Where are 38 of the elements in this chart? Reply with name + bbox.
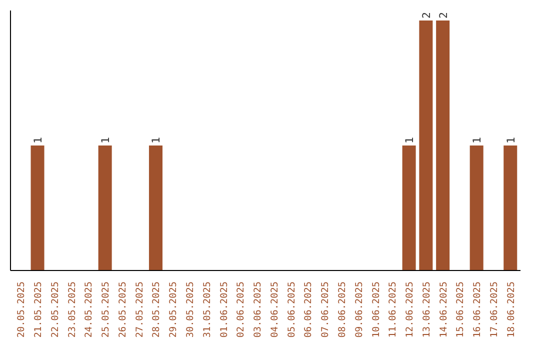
x-tick-label: 28.05.2025 [151, 281, 162, 338]
x-tick-label: 26.05.2025 [117, 281, 128, 338]
x-tick-label: 13.06.2025 [421, 281, 432, 338]
x-tick-label: 08.06.2025 [336, 281, 348, 338]
data-label: 1 [32, 137, 45, 144]
x-tick-label: 20.05.2025 [16, 281, 28, 338]
x-tick-label: 04.06.2025 [269, 281, 280, 338]
data-label: 1 [504, 137, 518, 144]
data-label: 1 [99, 137, 112, 144]
data-label: 1 [403, 137, 416, 144]
x-tick-label: 16.06.2025 [472, 281, 484, 338]
x-tick-label: 14.06.2025 [438, 281, 450, 338]
x-tick-label: 12.06.2025 [404, 281, 416, 338]
data-label: 2 [420, 12, 433, 18]
x-tick-label: 03.06.2025 [252, 281, 264, 338]
x-tick-label: 05.06.2025 [286, 281, 298, 338]
x-tick-label: 09.06.2025 [354, 281, 365, 338]
x-tick-label: 02.06.2025 [236, 281, 247, 338]
x-tick-label: 25.05.2025 [100, 281, 112, 338]
x-tick-label: 01.06.2025 [218, 281, 230, 338]
x-tick-label: 11.06.2025 [388, 281, 399, 338]
x-tick-label: 30.05.2025 [185, 281, 196, 338]
x-tick-label: 18.06.2025 [506, 281, 517, 338]
x-tick-label: 21.05.2025 [33, 281, 44, 338]
x-tick-label: 24.05.2025 [84, 281, 95, 338]
x-tick-label: 06.06.2025 [303, 281, 314, 338]
x-tick-label: 31.05.2025 [202, 281, 213, 338]
x-tick-label: 27.05.2025 [134, 281, 146, 338]
data-label: 2 [436, 12, 450, 18]
x-tick-label: 22.05.2025 [50, 281, 61, 338]
x-tick-label: 17.06.2025 [488, 281, 500, 338]
x-tick-label: 23.05.2025 [66, 281, 78, 338]
x-tick-label: 15.06.2025 [455, 281, 466, 338]
x-tick-label: 29.05.2025 [168, 281, 180, 338]
x-tick-label: 07.06.2025 [320, 281, 332, 338]
data-label: 1 [150, 137, 163, 144]
data-label: 1 [470, 137, 484, 144]
x-tick-label: 10.06.2025 [370, 281, 382, 338]
